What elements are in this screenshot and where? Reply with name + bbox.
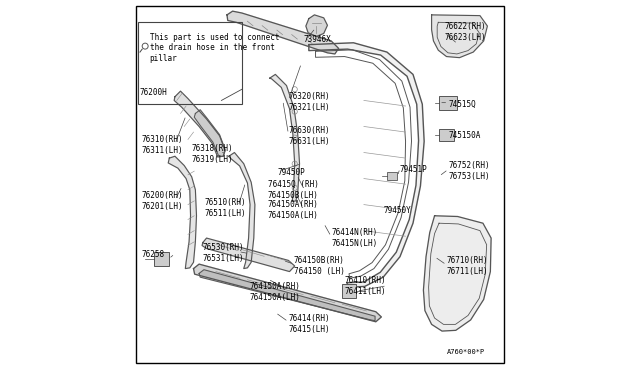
Text: 764150A(RH)
764150A(LH): 764150A(RH) 764150A(LH) <box>268 200 319 220</box>
Text: 76410(RH)
76411(LH): 76410(RH) 76411(LH) <box>344 276 386 296</box>
Text: 76630(RH)
76631(LH): 76630(RH) 76631(LH) <box>289 126 330 146</box>
Text: 76530(RH)
76531(LH): 76530(RH) 76531(LH) <box>203 243 244 263</box>
Text: 79451P: 79451P <box>400 165 428 174</box>
Text: 76414(RH)
76415(LH): 76414(RH) 76415(LH) <box>289 314 330 334</box>
Text: 76200(RH)
76201(LH): 76200(RH) 76201(LH) <box>141 191 183 211</box>
Bar <box>387 172 397 180</box>
Text: A760*00*P: A760*00*P <box>447 349 484 355</box>
Text: 76320(RH)
76321(LH): 76320(RH) 76321(LH) <box>289 92 330 112</box>
Text: 764150A(RH)
764150A(LH): 764150A(RH) 764150A(LH) <box>250 282 300 302</box>
Polygon shape <box>174 91 225 157</box>
Text: 76310(RH)
76311(LH): 76310(RH) 76311(LH) <box>141 135 183 155</box>
Text: 76200H: 76200H <box>140 89 167 97</box>
Text: 74515Q: 74515Q <box>449 100 476 109</box>
Text: 76258: 76258 <box>141 250 164 259</box>
Polygon shape <box>309 43 424 287</box>
Text: 764150B(RH)
764150 (LH): 764150B(RH) 764150 (LH) <box>294 256 345 276</box>
Polygon shape <box>193 264 381 322</box>
Bar <box>138 22 242 104</box>
Text: 745150A: 745150A <box>449 131 481 140</box>
Text: 73946X: 73946X <box>303 35 331 44</box>
Polygon shape <box>168 156 196 269</box>
Text: This part is used to connect
the drain hose in the front
pillar: This part is used to connect the drain h… <box>150 33 279 62</box>
Bar <box>342 284 356 298</box>
Polygon shape <box>424 216 491 331</box>
Bar <box>439 129 454 141</box>
Polygon shape <box>270 74 300 202</box>
Polygon shape <box>195 110 225 156</box>
Text: 76415Q (RH)
764150B(LH): 76415Q (RH) 764150B(LH) <box>268 180 319 200</box>
Polygon shape <box>229 153 255 269</box>
Text: 79450Y: 79450Y <box>383 206 411 215</box>
Bar <box>439 96 457 110</box>
Bar <box>154 252 168 266</box>
Text: 76318(RH)
76319(LH): 76318(RH) 76319(LH) <box>191 144 234 164</box>
Text: 76710(RH)
76711(LH): 76710(RH) 76711(LH) <box>447 256 488 276</box>
Text: 76752(RH)
76753(LH): 76752(RH) 76753(LH) <box>449 161 490 181</box>
Text: 76510(RH)
76511(LH): 76510(RH) 76511(LH) <box>205 198 246 218</box>
Text: 76414N(RH)
76415N(LH): 76414N(RH) 76415N(LH) <box>331 228 378 248</box>
Polygon shape <box>227 11 339 54</box>
Polygon shape <box>431 15 488 58</box>
Polygon shape <box>202 238 294 272</box>
Text: 79450P: 79450P <box>277 169 305 177</box>
Polygon shape <box>199 270 375 321</box>
Polygon shape <box>306 15 328 36</box>
Text: 76622(RH)
76623(LH): 76622(RH) 76623(LH) <box>445 22 486 42</box>
